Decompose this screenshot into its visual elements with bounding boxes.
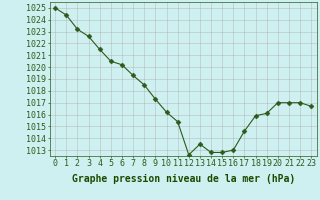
X-axis label: Graphe pression niveau de la mer (hPa): Graphe pression niveau de la mer (hPa): [72, 174, 295, 184]
